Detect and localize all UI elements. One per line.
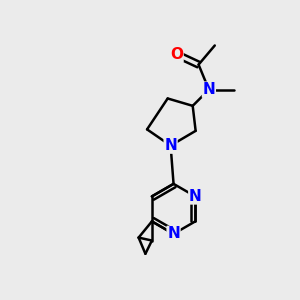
Text: N: N [189, 189, 202, 204]
Text: N: N [167, 226, 180, 242]
Text: N: N [164, 138, 177, 153]
Text: N: N [202, 82, 215, 97]
Text: O: O [170, 47, 183, 62]
